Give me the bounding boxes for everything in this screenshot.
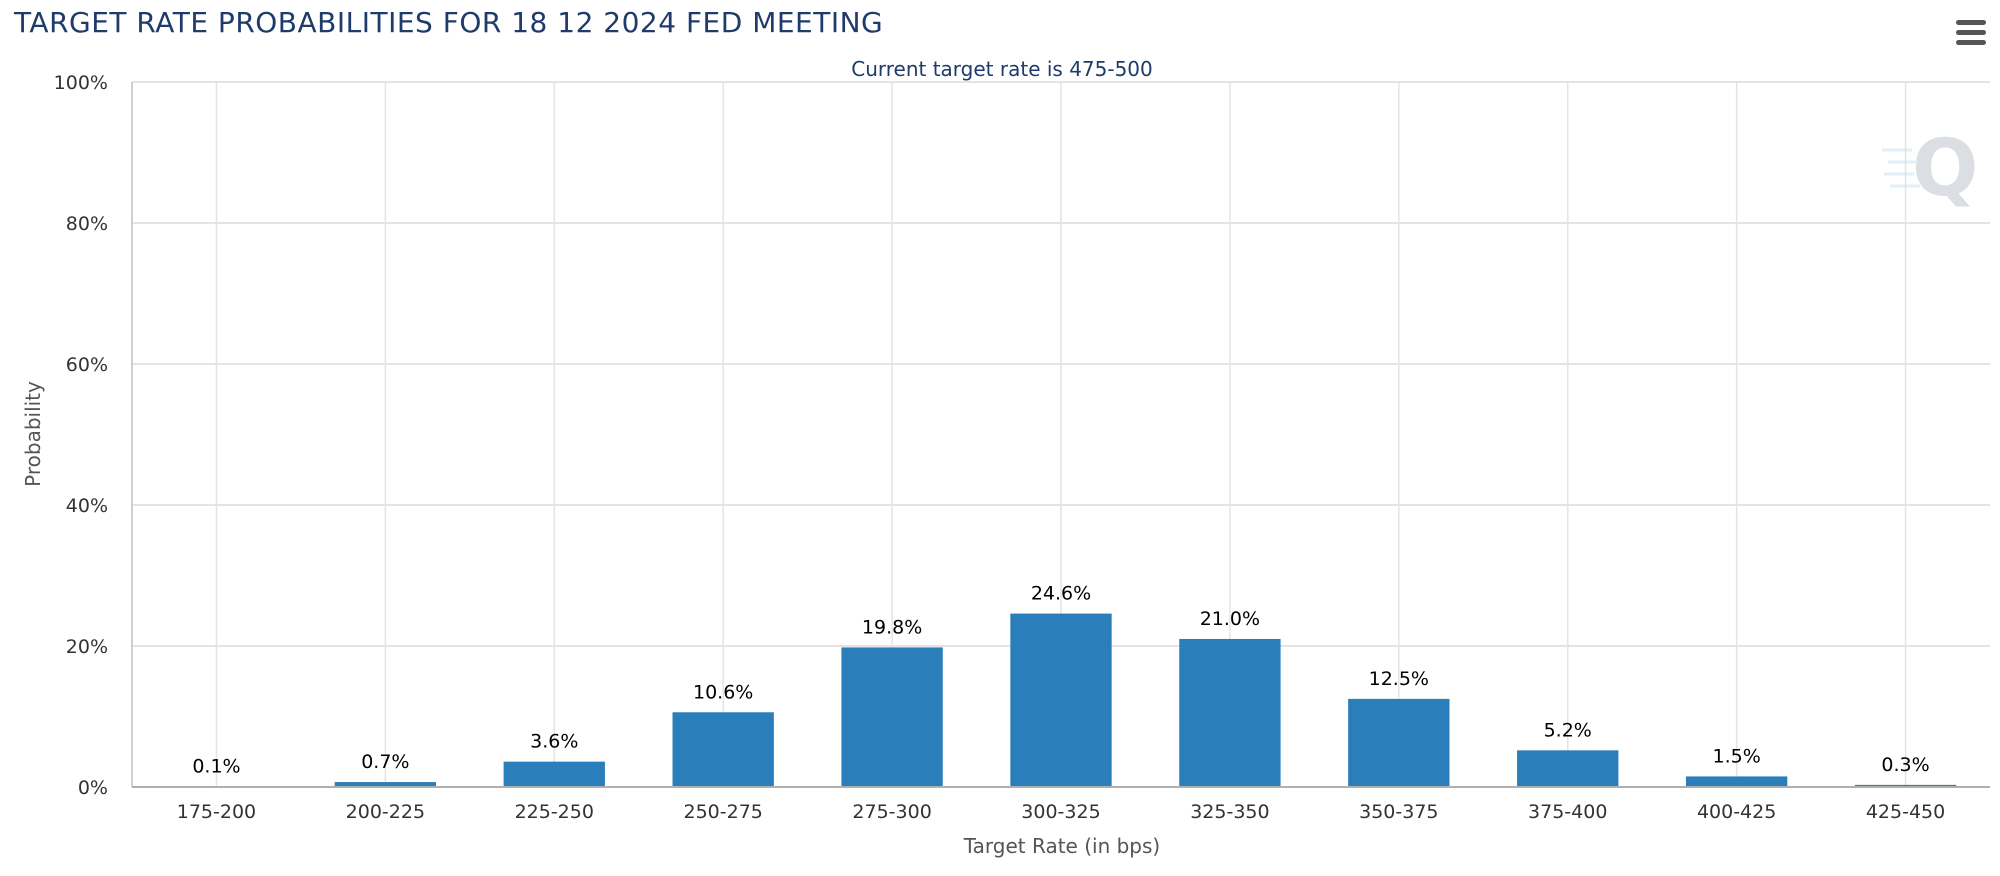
data-label-425-450: 0.3% [1881, 754, 1929, 776]
quikstrike-logo: Q [1882, 124, 1978, 214]
data-label-250-275: 10.6% [693, 681, 753, 703]
x-tick-label: 200-225 [346, 801, 425, 823]
y-tick-label: 80% [66, 213, 108, 235]
y-tick-label: 100% [54, 72, 108, 94]
bar-325-350[interactable] [1179, 638, 1281, 787]
bar-350-375[interactable] [1348, 698, 1450, 787]
x-tick-label: 175-200 [177, 801, 256, 823]
x-tick-label: 375-400 [1528, 801, 1607, 823]
data-label-200-225: 0.7% [361, 751, 409, 773]
y-tick-label: 40% [66, 495, 108, 517]
data-label-275-300: 19.8% [862, 616, 922, 638]
y-axis-title: Probability [21, 381, 45, 487]
x-tick-label: 325-350 [1190, 801, 1269, 823]
x-tick-label: 425-450 [1866, 801, 1945, 823]
hamburger-menu-icon[interactable] [1956, 20, 1986, 48]
data-label-225-250: 3.6% [530, 731, 578, 753]
x-tick-label: 350-375 [1359, 801, 1438, 823]
bar-300-325[interactable] [1010, 613, 1112, 787]
bar-425-450[interactable] [1854, 784, 1957, 787]
bar-250-275[interactable] [672, 712, 774, 787]
x-axis: 175-200 200-225 225-250 250-275 275-300 300-3… [132, 786, 1990, 823]
data-label-350-375: 12.5% [1369, 668, 1429, 690]
bars [165, 613, 1957, 787]
bar-400-425[interactable] [1685, 776, 1788, 787]
x-tick-label: 275-300 [852, 801, 931, 823]
data-labels: 0.1% 0.7% 3.6% 10.6% 19.8% 24.6% 21.0% 12.5% 5.2… [192, 583, 1929, 778]
y-axis: 0% 20% 40% 60% 80% 100% [54, 72, 108, 799]
data-label-375-400: 5.2% [1544, 719, 1592, 741]
y-tick-label: 60% [66, 354, 108, 376]
chart-subtitle: Current target rate is 475-500 [851, 57, 1153, 81]
x-tick-label: 400-425 [1697, 801, 1776, 823]
y-tick-label: 0% [78, 777, 108, 799]
bar-200-225[interactable] [334, 782, 437, 787]
page-title: TARGET RATE PROBABILITIES FOR 18 12 2024… [14, 6, 884, 39]
bar-375-400[interactable] [1517, 750, 1619, 787]
x-tick-label: 300-325 [1021, 801, 1100, 823]
svg-text:Q: Q [1912, 124, 1978, 214]
x-tick-label: 250-275 [683, 801, 762, 823]
bar-275-300[interactable] [841, 647, 943, 787]
data-label-175-200: 0.1% [192, 755, 240, 777]
x-tick-label: 225-250 [515, 801, 594, 823]
bar-225-250[interactable] [503, 761, 605, 787]
data-label-300-325: 24.6% [1031, 583, 1091, 605]
data-label-325-350: 21.0% [1200, 608, 1260, 630]
data-label-400-425: 1.5% [1712, 745, 1760, 767]
x-axis-title: Target Rate (in bps) [963, 834, 1160, 858]
grid-lines [131, 81, 1990, 788]
y-tick-label: 20% [66, 636, 108, 658]
